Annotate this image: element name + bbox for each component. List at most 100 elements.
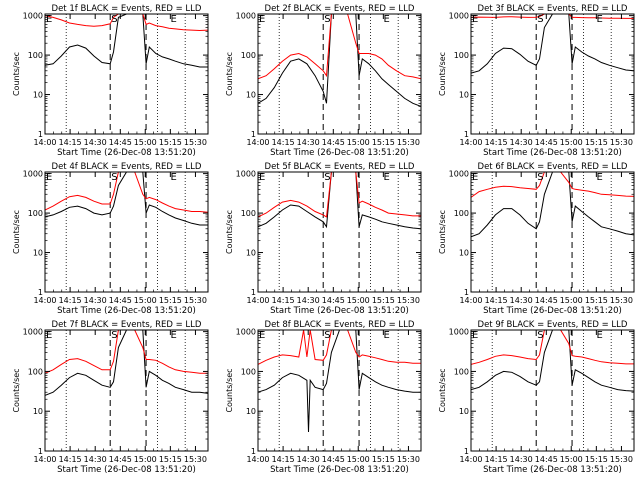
marker-label-e-end: E <box>384 330 390 341</box>
plot-frame <box>257 171 422 293</box>
panel-title: Det 8f BLACK = Events, RED = LLD <box>265 320 415 330</box>
x-tick-label: 14:45 <box>322 138 345 147</box>
y-tick-label: 100 <box>241 51 256 60</box>
x-tick-label: 14:45 <box>535 138 558 147</box>
marker-label-s: S <box>537 172 543 183</box>
x-tick-label: 15:30 <box>397 296 420 305</box>
x-tick-label: 14:30 <box>510 296 533 305</box>
panel-title: Det 9f BLACK = Events, RED = LLD <box>478 320 628 330</box>
plot-frame <box>470 171 635 293</box>
marker-label-s: S <box>537 14 543 25</box>
x-tick-label: 14:15 <box>485 138 508 147</box>
series-events-line <box>258 330 421 433</box>
marker-label-e-end: E <box>597 172 603 183</box>
x-tick-label: 14:30 <box>297 296 320 305</box>
marker-label-s: S <box>324 330 330 341</box>
y-tick-label: 1 <box>251 288 256 297</box>
plot-frame <box>470 13 635 135</box>
x-tick-label: 14:00 <box>459 138 482 147</box>
series-lld-line <box>471 330 634 365</box>
x-tick-label: 15:00 <box>134 138 157 147</box>
x-tick-label: 14:00 <box>459 455 482 464</box>
y-tick-label: 10 <box>459 91 469 100</box>
y-axis-label: Counts/sec <box>12 368 21 412</box>
marker-label-e-start: E <box>259 172 265 183</box>
series-events-line <box>258 14 421 107</box>
marker-label-e-start: E <box>472 14 478 25</box>
marker-label-e-end: E <box>597 330 603 341</box>
y-tick-label: 1000 <box>449 170 469 179</box>
y-tick-label: 100 <box>28 367 43 376</box>
y-tick-label: 100 <box>241 209 256 218</box>
x-tick-label: 14:45 <box>535 455 558 464</box>
y-axis-label: Counts/sec <box>225 368 234 412</box>
y-tick-label: 1000 <box>236 12 256 21</box>
y-tick-label: 1000 <box>236 170 256 179</box>
marker-label-s: S <box>111 14 117 25</box>
plot-frame <box>470 329 635 452</box>
marker-label-e-start: E <box>472 172 478 183</box>
x-tick-label: 15:15 <box>372 138 395 147</box>
x-tick-label: 14:30 <box>510 455 533 464</box>
x-tick-label: 14:15 <box>272 296 295 305</box>
x-axis-label: Start Time (26-Dec-08 13:51:20) <box>57 306 196 316</box>
x-axis-label: Start Time (26-Dec-08 13:51:20) <box>270 306 409 316</box>
marker-label-e-end: E <box>384 14 390 25</box>
x-tick-label: 14:15 <box>59 455 82 464</box>
marker-label-e-start: E <box>46 14 52 25</box>
marker-label-e-end: E <box>171 330 177 341</box>
plot-frame <box>44 329 209 452</box>
marker-label-e-start: E <box>472 330 478 341</box>
x-tick-label: 14:45 <box>535 296 558 305</box>
series-events-line <box>471 330 634 392</box>
y-tick-label: 1000 <box>23 170 43 179</box>
plot-frame <box>44 13 209 135</box>
x-tick-label: 15:15 <box>585 455 608 464</box>
y-tick-label: 100 <box>28 209 43 218</box>
x-tick-label: 15:30 <box>397 455 420 464</box>
y-tick-label: 100 <box>241 367 256 376</box>
x-tick-label: 15:00 <box>560 138 583 147</box>
x-tick-label: 14:30 <box>510 138 533 147</box>
y-tick-label: 100 <box>454 367 469 376</box>
panel-title: Det 2f BLACK = Events, RED = LLD <box>265 4 415 14</box>
y-tick-label: 1000 <box>23 328 43 337</box>
y-tick-label: 10 <box>33 407 43 416</box>
x-tick-label: 14:15 <box>272 455 295 464</box>
marker-label-e-end: E <box>597 14 603 25</box>
x-tick-label: 14:00 <box>246 455 269 464</box>
y-axis-label: Counts/sec <box>438 210 447 254</box>
x-tick-label: 14:00 <box>33 296 56 305</box>
marker-label-e-end: E <box>171 14 177 25</box>
x-tick-label: 14:30 <box>84 138 107 147</box>
x-tick-label: 14:15 <box>59 296 82 305</box>
y-tick-label: 100 <box>454 209 469 218</box>
plot-frame <box>257 13 422 135</box>
y-tick-label: 1000 <box>449 12 469 21</box>
y-tick-label: 1 <box>464 447 469 456</box>
x-tick-label: 15:30 <box>397 138 420 147</box>
x-tick-label: 15:00 <box>560 296 583 305</box>
y-axis-label: Counts/sec <box>438 368 447 412</box>
y-tick-label: 100 <box>28 51 43 60</box>
x-tick-label: 15:30 <box>610 296 633 305</box>
series-events-line <box>45 14 208 68</box>
y-tick-label: 1 <box>38 130 43 139</box>
y-tick-label: 1 <box>38 447 43 456</box>
y-axis-label: Counts/sec <box>12 52 21 96</box>
series-events-line <box>258 172 421 230</box>
x-axis-label: Start Time (26-Dec-08 13:51:20) <box>483 306 622 316</box>
x-axis-label: Start Time (26-Dec-08 13:51:20) <box>483 148 622 158</box>
x-axis-label: Start Time (26-Dec-08 13:51:20) <box>270 465 409 475</box>
panel-title: Det 6f BLACK = Events, RED = LLD <box>478 162 628 172</box>
series-events-line <box>471 172 634 238</box>
x-tick-label: 15:15 <box>585 138 608 147</box>
marker-label-e-start: E <box>46 330 52 341</box>
y-axis-label: Counts/sec <box>225 210 234 254</box>
x-tick-label: 15:00 <box>347 455 370 464</box>
